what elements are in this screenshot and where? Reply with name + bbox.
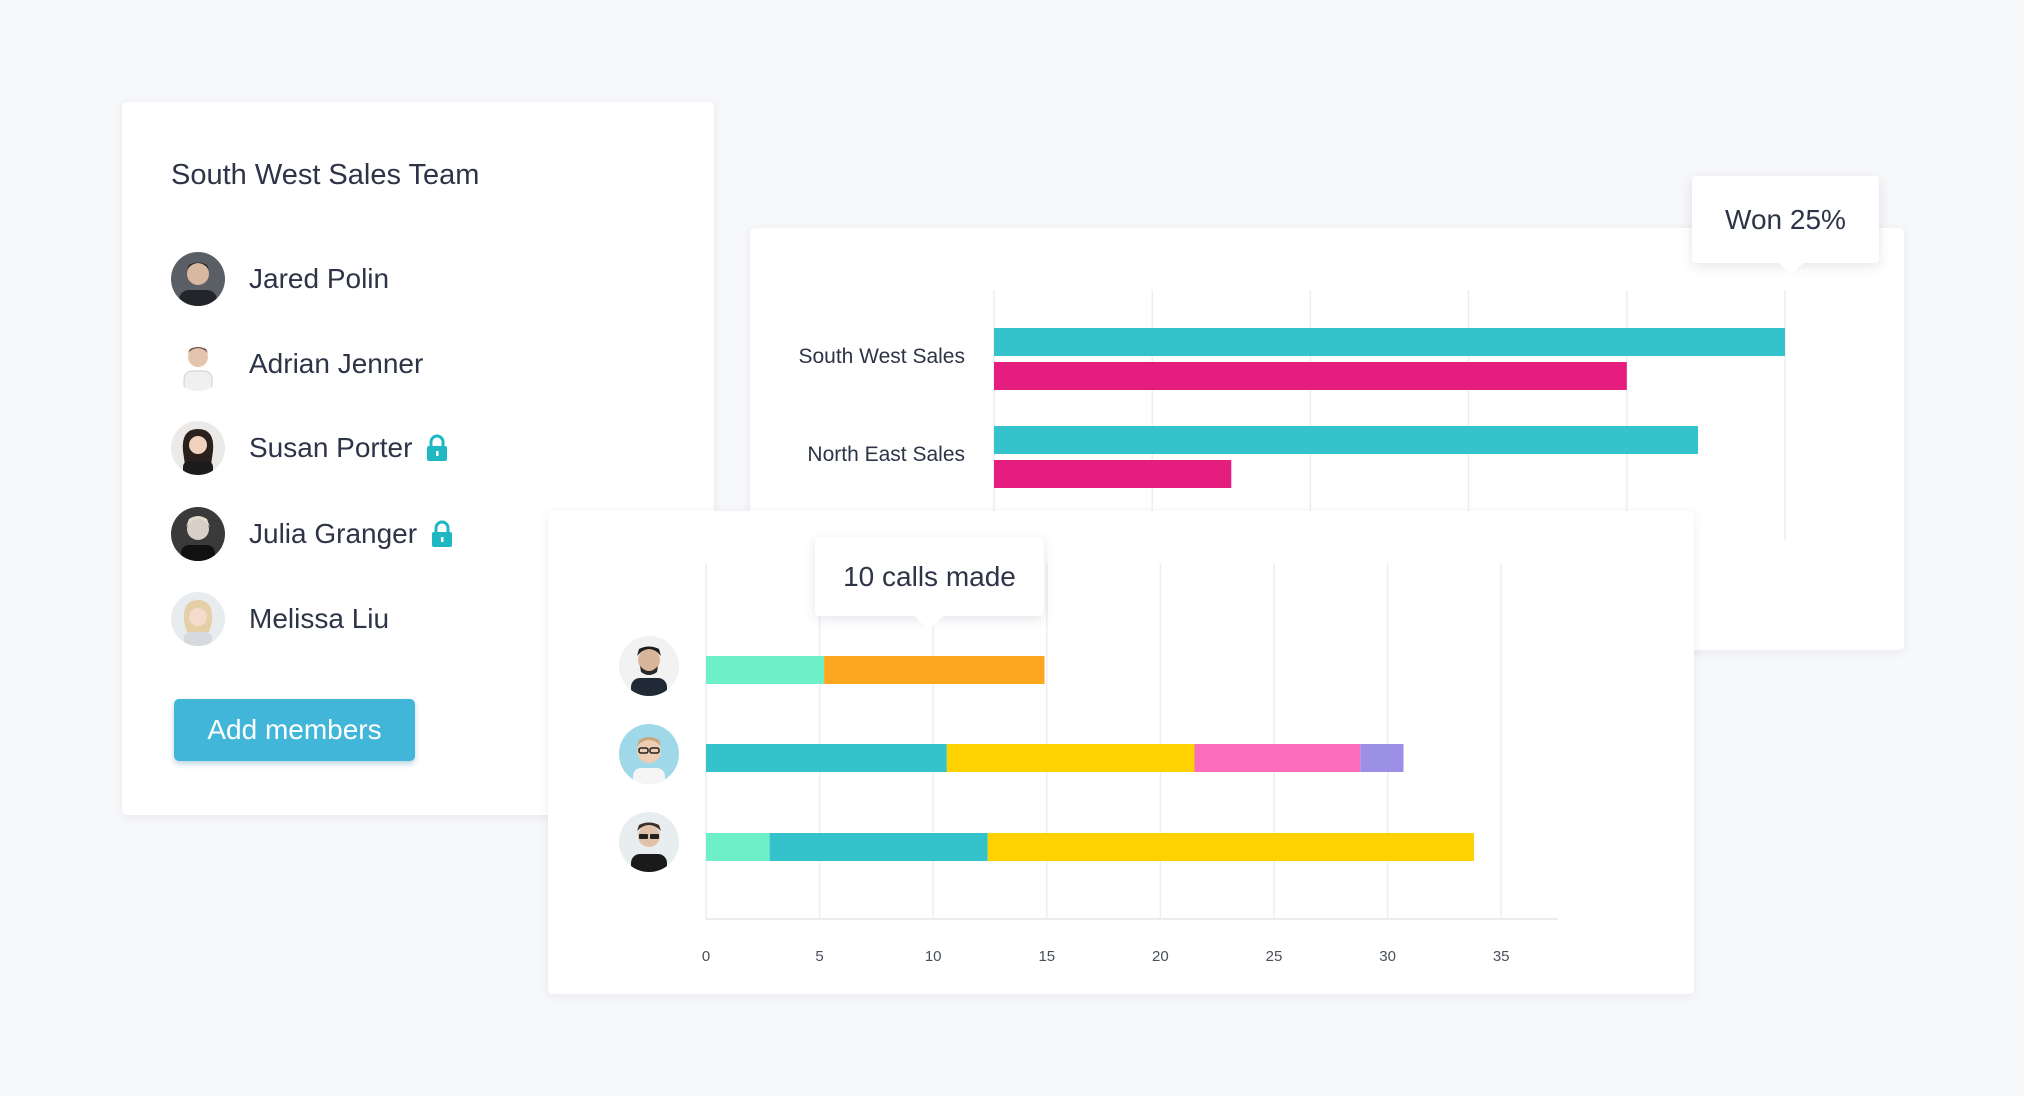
member-adrian-jenner[interactable]: Adrian Jenner [171,336,423,392]
calls-bar-segment[interactable] [987,833,1474,861]
calls-bar-segment[interactable] [946,744,1195,772]
avatar [171,337,225,391]
calls-bar-segment[interactable] [706,656,825,684]
avatar [171,252,225,306]
member-name: Jared Polin [249,263,390,294]
region-bar[interactable] [994,362,1627,390]
member-name: Julia Granger [249,518,418,549]
avatar [171,421,225,475]
member-name: Susan Porter [249,432,413,463]
region-bar[interactable] [994,426,1698,454]
member-name: Adrian Jenner [249,348,424,379]
avatar [171,507,225,561]
x-tick-label: 35 [1493,948,1510,965]
region-bar[interactable] [994,460,1232,488]
calls-bar-segment[interactable] [706,744,947,772]
member-melissa-liu[interactable]: Melissa Liu [171,591,389,647]
member-name: Melissa Liu [249,603,390,634]
x-tick-label: 20 [1152,948,1169,965]
team-card: South West Sales Team Jared Polin Adrian… [122,102,714,815]
add-members-button[interactable]: Add members [174,699,415,761]
calls-bar-segment[interactable] [824,656,1045,684]
x-tick-label: 15 [1038,948,1055,965]
lock-icon [427,434,448,461]
rep-avatar [619,636,679,696]
member-susan-porter[interactable]: Susan Porter [171,420,448,476]
calls-tooltip: 10 calls made [815,537,1044,630]
x-tick-label: 0 [702,948,710,965]
member-jared-polin[interactable]: Jared Polin [171,251,389,307]
x-tick-label: 10 [925,948,942,965]
rep-avatar [619,812,679,872]
rep-avatar [619,724,679,784]
region-bar[interactable] [994,328,1785,356]
x-tick-label: 25 [1266,948,1283,965]
x-tick-label: 30 [1379,948,1396,965]
lock-icon [432,520,453,547]
won-tooltip: Won 25% [1692,176,1879,275]
category-label: North East Sales [807,443,965,466]
calls-bar-segment[interactable] [1360,744,1404,772]
calls-bar-segment[interactable] [1194,744,1361,772]
calls-chart-card: 0 5 10 15 20 25 30 35 [548,511,1694,994]
region-bar-chart: South West Sales North East Sales [798,290,1786,540]
calls-bar-segment[interactable] [706,833,770,861]
x-tick-label: 5 [815,948,823,965]
calls-bar-chart: 0 5 10 15 20 25 30 35 [702,563,1558,965]
team-title: South West Sales Team [171,159,480,191]
category-label: South West Sales [798,345,965,368]
member-julia-granger[interactable]: Julia Granger [171,506,453,562]
calls-bar-segment[interactable] [769,833,988,861]
avatar [171,592,225,646]
